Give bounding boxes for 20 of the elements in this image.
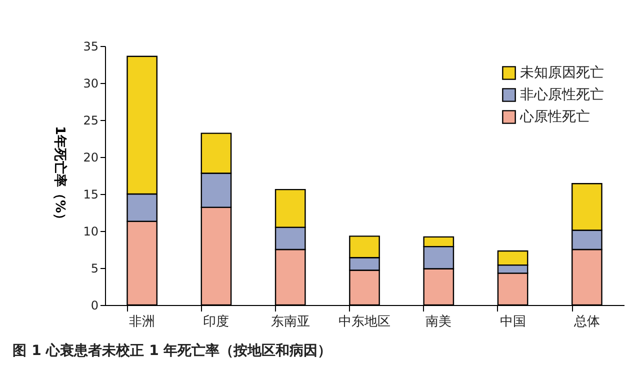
caption: 图 1 心衰患者未校正 1 年死亡率（按地区和病因） [12, 342, 332, 359]
x-tick-label: 总体 [572, 314, 600, 330]
x-tick-label: 中东地区 [338, 314, 390, 330]
x-tick-label: 东南亚 [270, 314, 310, 330]
x-tick-label: 南美 [426, 314, 452, 330]
y-tick-label: 30 [83, 76, 98, 90]
y-axis-title: 1年死亡率（%） [52, 126, 68, 226]
x-tick-label: 中国 [500, 314, 526, 330]
x-tick-label: 非洲 [129, 314, 156, 330]
y-tick-label: 20 [83, 150, 98, 164]
legend-label: 非心原性死亡 [520, 87, 604, 103]
y-tick-label: 25 [83, 114, 98, 128]
x-tick-label: 印度 [203, 314, 230, 330]
y-tick-label: 10 [83, 224, 98, 238]
y-tick-label: 15 [83, 188, 98, 202]
y-tick-label: 5 [90, 262, 98, 276]
legend-label: 未知原因死亡 [520, 65, 604, 81]
y-tick-label: 0 [90, 298, 98, 312]
y-tick-label: 35 [83, 40, 98, 54]
legend-label: 心原性死亡 [519, 109, 590, 125]
